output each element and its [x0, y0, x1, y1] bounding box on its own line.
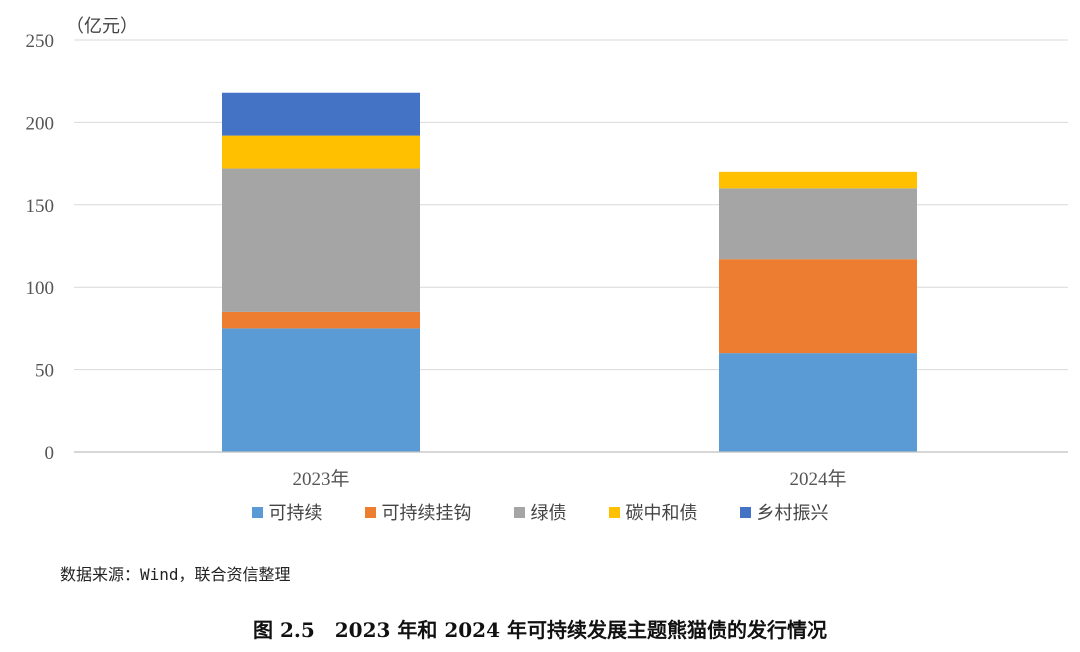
legend-label: 乡村振兴 — [756, 503, 829, 524]
y-tick-label: 0 — [45, 443, 55, 464]
y-tick-label: 150 — [26, 196, 55, 217]
legend-item: 碳中和债 — [608, 499, 698, 525]
legend-item: 可持续挂钩 — [364, 499, 472, 525]
axes: 0 50 100 150 200 250 2023年 2024年 — [26, 31, 1068, 490]
x-tick-label: 2023年 — [292, 468, 349, 490]
legend-label: 可持续挂钩 — [381, 503, 472, 524]
bar-segment — [719, 353, 917, 452]
legend-label: 可持续 — [268, 503, 323, 524]
y-tick-label: 200 — [26, 113, 55, 134]
legend-swatch — [608, 506, 620, 518]
bars — [222, 92, 917, 452]
bar-segment — [222, 311, 420, 329]
chart: 0 50 100 150 200 250 2023年 2024年 （亿元） — [26, 16, 1068, 490]
bar-segment — [719, 188, 917, 260]
bar-segment — [222, 92, 420, 136]
y-unit-label: （亿元） — [66, 16, 138, 37]
legend-swatch — [364, 506, 376, 518]
bar-segment — [719, 171, 917, 189]
bar-segment — [222, 135, 420, 169]
figure-caption: 图 2.5 2023 年和 2024 年可持续发展主题熊猫债的发行情况 — [253, 618, 827, 642]
y-tick-label: 50 — [35, 361, 54, 382]
legend-label: 绿债 — [530, 503, 567, 524]
x-tick-label: 2024年 — [789, 468, 846, 490]
legend-label: 碳中和债 — [625, 503, 698, 524]
legend-swatch — [513, 506, 525, 518]
bar-segment — [222, 328, 420, 452]
legend-item: 乡村振兴 — [739, 499, 829, 525]
y-tick-label: 100 — [26, 278, 55, 299]
legend-item: 可持续 — [251, 499, 323, 525]
source-note: 数据来源：Wind，联合资信整理 — [60, 565, 291, 584]
legend: 可持续 可持续挂钩 绿债 碳中和债 乡村振兴 — [0, 499, 1080, 525]
y-tick-label: 250 — [26, 31, 55, 52]
legend-swatch — [251, 506, 263, 518]
bar-segment — [719, 259, 917, 354]
bar-segment — [222, 168, 420, 312]
legend-swatch — [739, 506, 751, 518]
legend-item: 绿债 — [513, 499, 567, 525]
